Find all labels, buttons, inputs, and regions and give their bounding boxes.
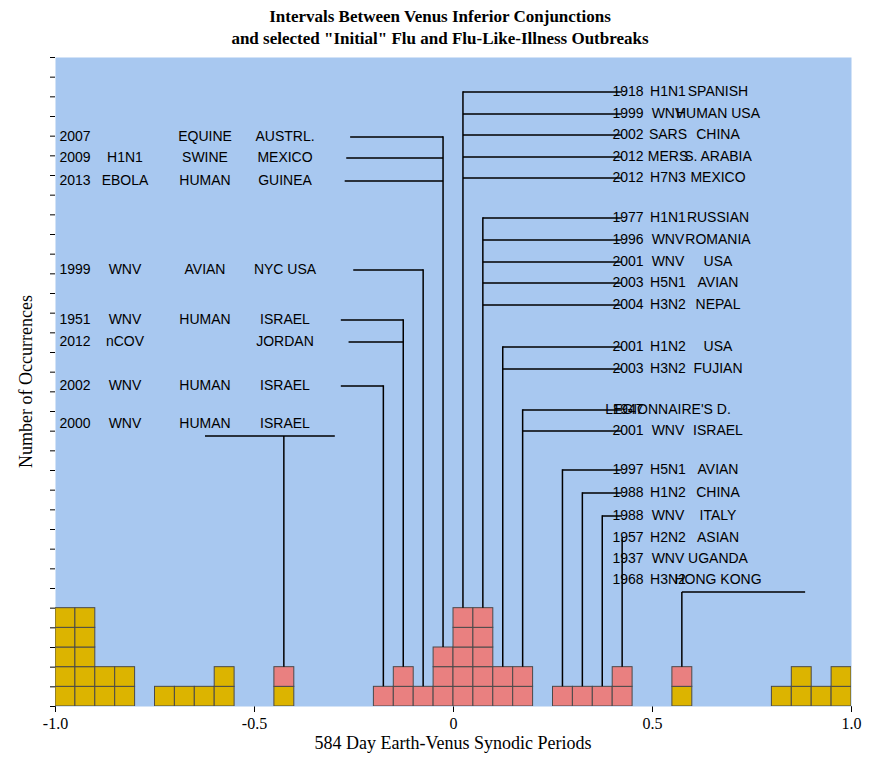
svg-text:EBOLA: EBOLA (102, 172, 149, 188)
svg-text:UGANDA: UGANDA (688, 550, 749, 566)
svg-text:NEPAL: NEPAL (696, 296, 741, 312)
svg-text:584 Day Earth-Venus Synodic Pe: 584 Day Earth-Venus Synodic Periods (315, 733, 592, 753)
svg-text:AVIAN: AVIAN (698, 274, 739, 290)
svg-text:H3N2: H3N2 (650, 296, 686, 312)
svg-text:WNV: WNV (109, 415, 142, 431)
svg-text:2003: 2003 (612, 360, 643, 376)
svg-text:1968: 1968 (612, 571, 643, 587)
svg-text:H1N1: H1N1 (107, 149, 143, 165)
svg-text:2007: 2007 (59, 128, 90, 144)
svg-text:H2N2: H2N2 (650, 529, 686, 545)
svg-text:H3N2: H3N2 (650, 360, 686, 376)
svg-text:H1N1: H1N1 (650, 83, 686, 99)
svg-text:EQUINE: EQUINE (178, 128, 232, 144)
svg-text:SPANISH: SPANISH (688, 83, 748, 99)
svg-text:1977: 1977 (612, 209, 643, 225)
svg-text:WNV: WNV (652, 253, 685, 269)
svg-text:CHINA: CHINA (696, 126, 740, 142)
svg-text:CHINA: CHINA (696, 484, 740, 500)
svg-text:1997: 1997 (612, 461, 643, 477)
svg-text:0: 0 (450, 715, 458, 732)
svg-text:H1N2: H1N2 (650, 338, 686, 354)
svg-text:Number of Occurrences: Number of Occurrences (16, 295, 36, 468)
svg-text:2000: 2000 (59, 415, 90, 431)
svg-text:AVIAN: AVIAN (698, 461, 739, 477)
svg-text:WNV: WNV (652, 507, 685, 523)
svg-text:2001: 2001 (612, 253, 643, 269)
svg-text:ISRAEL: ISRAEL (260, 311, 310, 327)
svg-text:WNV: WNV (652, 422, 685, 438)
svg-text:HUMAN: HUMAN (179, 415, 230, 431)
svg-text:ISRAEL: ISRAEL (260, 377, 310, 393)
svg-text:H7N3: H7N3 (650, 169, 686, 185)
svg-text:1951: 1951 (59, 311, 90, 327)
svg-text:ROMANIA: ROMANIA (685, 231, 751, 247)
svg-text:MEXICO: MEXICO (257, 149, 312, 165)
svg-text:AUSTRL.: AUSTRL. (255, 128, 314, 144)
svg-text:HUMAN USA: HUMAN USA (676, 105, 761, 121)
svg-text:2012: 2012 (612, 169, 643, 185)
svg-text:2002: 2002 (59, 377, 90, 393)
svg-text:1988: 1988 (612, 507, 643, 523)
svg-text:SARS: SARS (649, 126, 687, 142)
svg-text:2001: 2001 (612, 422, 643, 438)
svg-text:HUMAN: HUMAN (179, 377, 230, 393)
svg-text:RUSSIAN: RUSSIAN (687, 209, 749, 225)
svg-text:LEGIONNAIRE'S D.: LEGIONNAIRE'S D. (605, 401, 731, 417)
svg-text:1957: 1957 (612, 529, 643, 545)
svg-text:MERS: MERS (648, 148, 688, 164)
html-text:and selected "Initial" Flu and: and selected "Initial" Flu and Flu-Like-… (231, 29, 649, 48)
svg-text:1918: 1918 (612, 83, 643, 99)
svg-text:JORDAN: JORDAN (256, 333, 314, 349)
svg-text:H5N1: H5N1 (650, 461, 686, 477)
svg-text:2003: 2003 (612, 274, 643, 290)
svg-text:FUJIAN: FUJIAN (694, 360, 743, 376)
svg-text:2013: 2013 (59, 172, 90, 188)
svg-text:-0.5: -0.5 (242, 715, 267, 732)
svg-text:USA: USA (704, 338, 733, 354)
svg-text:1.0: 1.0 (842, 715, 862, 732)
html-text:Intervals Between Venus Inferi: Intervals Between Venus Inferior Conjunc… (269, 7, 611, 26)
svg-text:H5N1: H5N1 (650, 274, 686, 290)
svg-text:ITALY: ITALY (700, 507, 737, 523)
svg-text:AVIAN: AVIAN (185, 261, 226, 277)
svg-text:MEXICO: MEXICO (690, 169, 745, 185)
svg-text:WNV: WNV (109, 311, 142, 327)
svg-text:HONG KONG: HONG KONG (674, 571, 761, 587)
svg-text:GUINEA: GUINEA (258, 172, 312, 188)
svg-text:WNV: WNV (109, 261, 142, 277)
svg-text:WNV: WNV (652, 231, 685, 247)
svg-text:2012: 2012 (612, 148, 643, 164)
svg-text:USA: USA (704, 253, 733, 269)
svg-text:-1.0: -1.0 (43, 715, 68, 732)
svg-text:ASIAN: ASIAN (697, 529, 739, 545)
svg-text:S. ARABIA: S. ARABIA (684, 148, 752, 164)
svg-text:SWINE: SWINE (182, 149, 228, 165)
svg-text:HUMAN: HUMAN (179, 311, 230, 327)
svg-text:ISRAEL: ISRAEL (693, 422, 743, 438)
svg-text:ISRAEL: ISRAEL (260, 415, 310, 431)
svg-text:1996: 1996 (612, 231, 643, 247)
svg-text:2012: 2012 (59, 333, 90, 349)
svg-text:2004: 2004 (612, 296, 643, 312)
svg-text:1999: 1999 (612, 105, 643, 121)
svg-text:1999: 1999 (59, 261, 90, 277)
svg-text:NYC USA: NYC USA (254, 261, 317, 277)
svg-text:WNV: WNV (109, 377, 142, 393)
svg-text:H1N1: H1N1 (650, 209, 686, 225)
svg-text:0.5: 0.5 (643, 715, 663, 732)
svg-text:2002: 2002 (612, 126, 643, 142)
svg-text:2009: 2009 (59, 149, 90, 165)
svg-text:HUMAN: HUMAN (179, 172, 230, 188)
svg-text:nCOV: nCOV (106, 333, 145, 349)
svg-text:1988: 1988 (612, 484, 643, 500)
svg-text:H3N2: H3N2 (650, 570, 686, 587)
svg-text:1937: 1937 (612, 550, 643, 566)
svg-text:H1N2: H1N2 (650, 484, 686, 500)
svg-text:WNV: WNV (652, 550, 685, 566)
svg-text:WNV: WNV (651, 104, 685, 121)
svg-text:2001: 2001 (612, 338, 643, 354)
